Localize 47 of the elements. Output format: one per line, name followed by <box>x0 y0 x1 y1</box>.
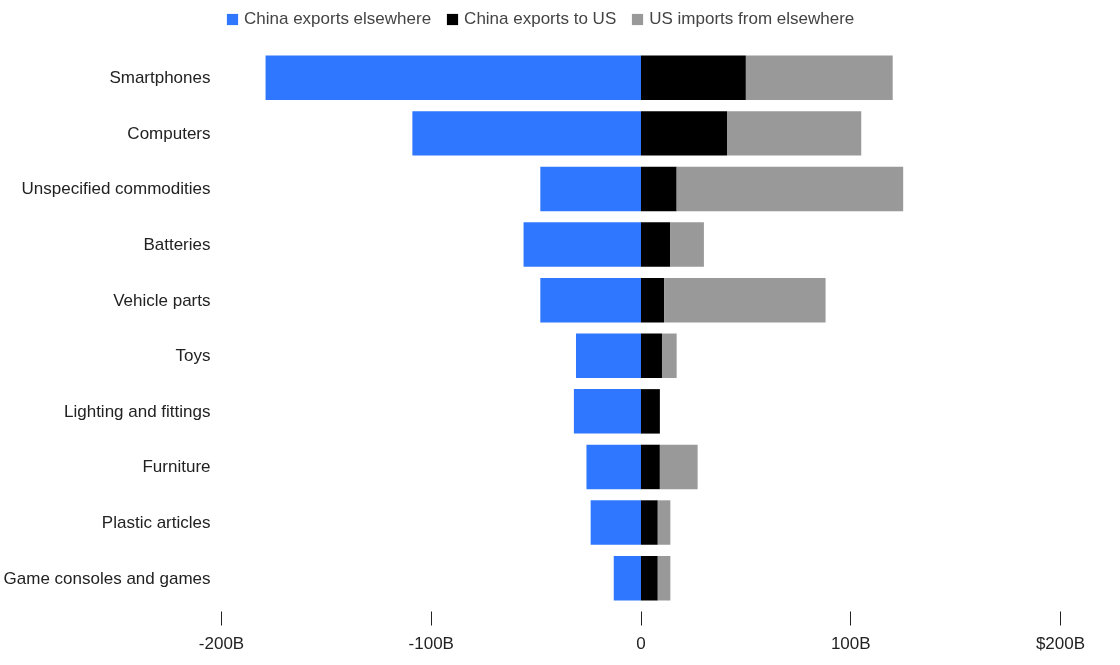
bar <box>657 555 671 601</box>
bar <box>523 222 641 267</box>
bar <box>590 500 641 545</box>
bar <box>664 277 826 323</box>
x-tick-label: -100B <box>408 633 454 653</box>
bar <box>540 277 641 323</box>
bar <box>641 55 746 101</box>
y-tick-label: Toys <box>175 346 211 366</box>
y-tick-label: Unspecified commodities <box>21 179 211 199</box>
bar <box>540 166 641 212</box>
bar <box>641 111 727 156</box>
bar <box>727 111 862 156</box>
bar <box>745 55 893 101</box>
bar <box>613 555 641 601</box>
y-tick-label: Computers <box>127 123 211 143</box>
bar <box>641 222 671 267</box>
legend-label: China exports elsewhere <box>244 9 432 29</box>
y-tick-label: Game consoles and games <box>3 568 211 588</box>
bar <box>670 222 704 267</box>
bar <box>659 444 698 490</box>
bar <box>586 444 641 490</box>
bar <box>676 166 904 212</box>
bar <box>661 333 677 378</box>
bar <box>641 166 677 212</box>
y-tick-label: Smartphones <box>109 68 211 88</box>
y-tick-label: Batteries <box>143 235 211 255</box>
bar <box>265 55 641 101</box>
bar <box>412 111 641 156</box>
legend-label: US imports from elsewhere <box>649 9 855 29</box>
legend-label: China exports to US <box>464 9 617 29</box>
x-tick-label: 100B <box>830 633 871 653</box>
x-tick-label: -200B <box>198 633 245 653</box>
bar <box>641 277 665 323</box>
x-tick-label: $200B <box>1035 633 1086 653</box>
y-tick-label: Furniture <box>142 457 211 477</box>
y-tick-label: Lighting and fittings <box>64 401 211 421</box>
bar <box>641 555 658 601</box>
bar <box>641 444 660 490</box>
x-tick-label: 0 <box>636 633 646 653</box>
bar <box>573 389 641 434</box>
y-tick-label: Plastic articles <box>101 513 211 533</box>
bar <box>641 333 662 378</box>
bar <box>641 500 658 545</box>
bar <box>657 500 671 545</box>
bar <box>641 389 660 434</box>
y-tick-label: Vehicle parts <box>113 290 211 310</box>
bar <box>575 333 641 378</box>
